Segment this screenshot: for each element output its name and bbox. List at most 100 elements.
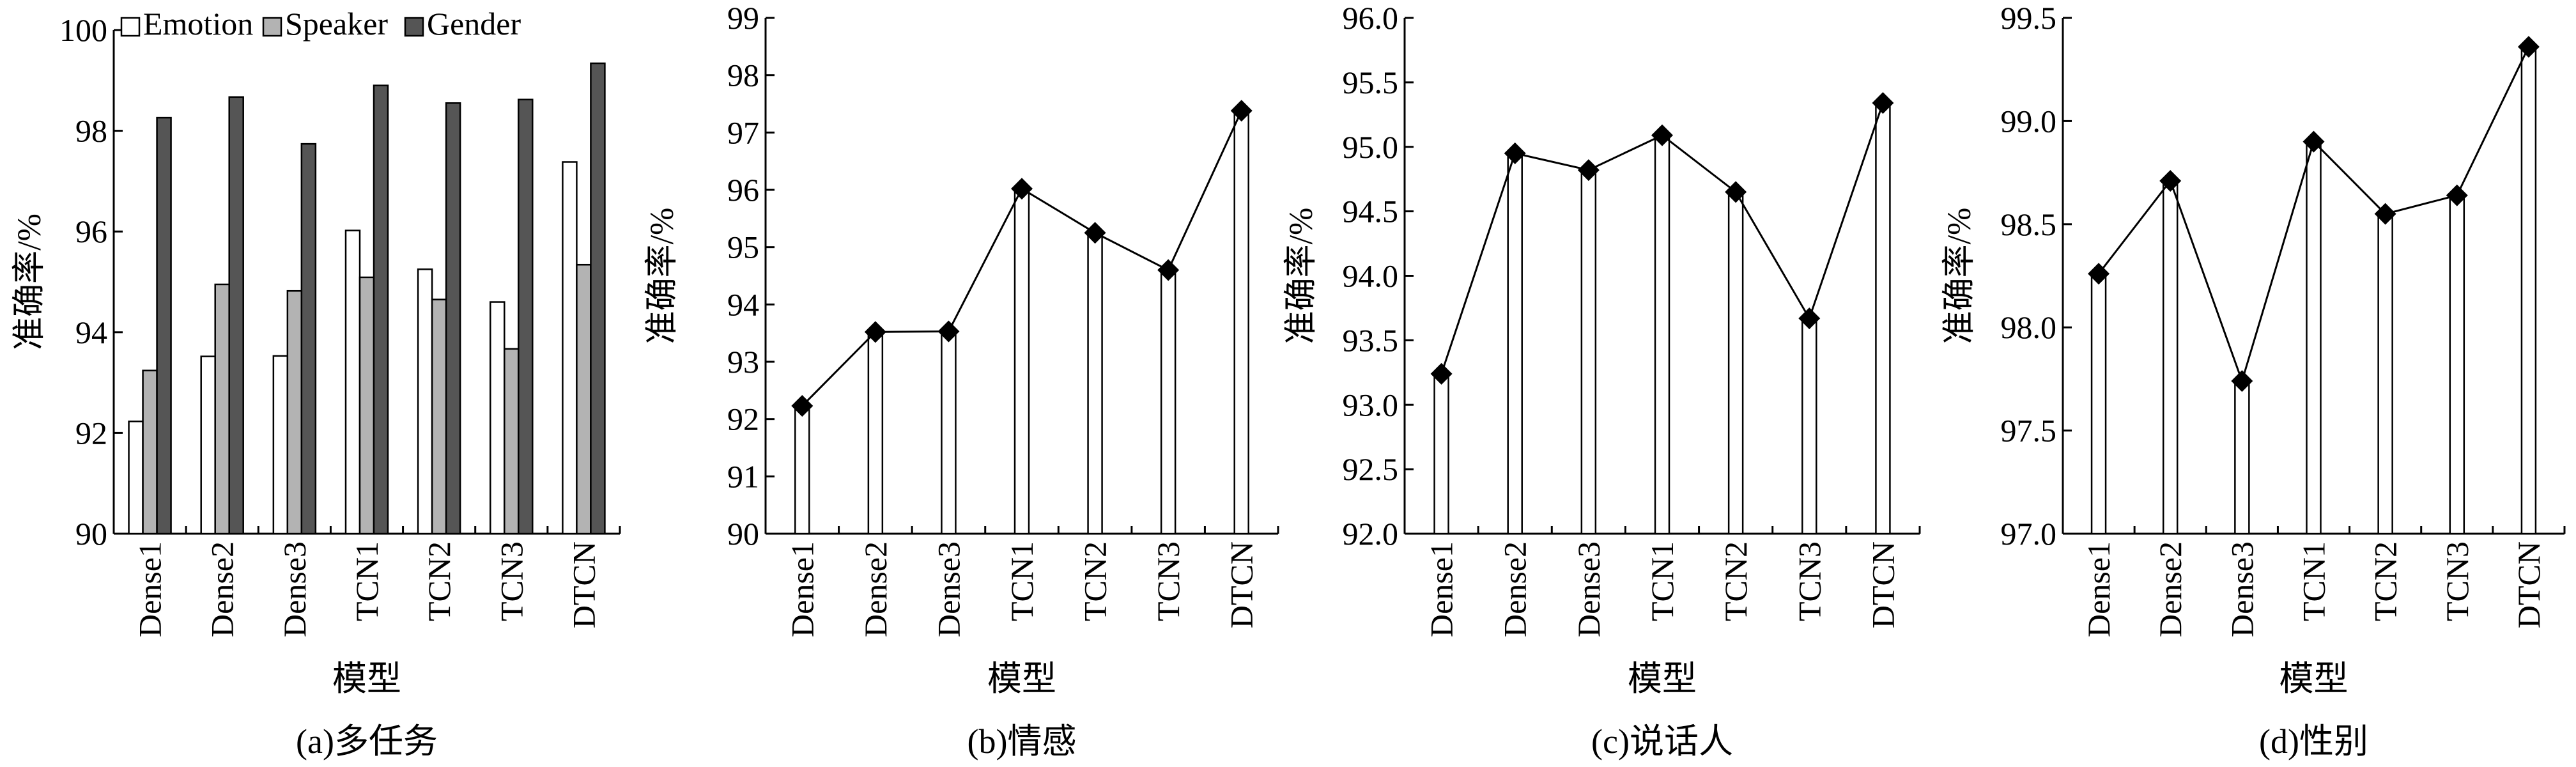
data-point-marker bbox=[1651, 124, 1673, 146]
x-category-label: Dense1 bbox=[2081, 541, 2117, 637]
y-tick-label: 97 bbox=[727, 114, 759, 150]
y-tick-label: 98.0 bbox=[2001, 309, 2057, 345]
data-bar bbox=[2520, 45, 2537, 535]
bar-gender bbox=[590, 62, 606, 535]
y-tick-label: 96.0 bbox=[1343, 0, 1399, 36]
y-tick-label: 93.5 bbox=[1343, 322, 1399, 358]
data-bar bbox=[2162, 180, 2179, 535]
y-tick-label: 99 bbox=[727, 0, 759, 36]
legend-swatch-speaker bbox=[262, 17, 282, 37]
data-bar bbox=[1433, 373, 1449, 535]
data-bar bbox=[941, 330, 957, 535]
panel-caption: (a)多任务 bbox=[296, 722, 438, 761]
bar-speaker bbox=[142, 369, 158, 535]
data-bar bbox=[1507, 152, 1523, 535]
bar-emotion bbox=[128, 421, 144, 535]
y-tick-label: 96 bbox=[727, 172, 759, 208]
y-tick-label: 100 bbox=[59, 12, 107, 48]
y-tick-label: 99.0 bbox=[2001, 103, 2057, 139]
data-bar bbox=[794, 405, 810, 535]
data-bar bbox=[1087, 232, 1103, 535]
x-category-label: Dense1 bbox=[784, 541, 820, 637]
y-axis-label: 准确率/% bbox=[644, 208, 681, 345]
legend-swatch-emotion bbox=[120, 17, 141, 37]
x-category-label: Dense2 bbox=[2152, 541, 2188, 637]
y-tick-label: 95.5 bbox=[1343, 65, 1399, 100]
x-category-label: Dense1 bbox=[1424, 541, 1460, 637]
x-axis-label: 模型 bbox=[2279, 660, 2348, 698]
x-category-label: TCN1 bbox=[1644, 541, 1680, 621]
panel-speaker-line-chart: 92.0 92.5 93.0 93.5 94.0 94.5 95.0 95.5 96.0 Dens… bbox=[1283, 0, 1921, 761]
data-bar bbox=[2234, 380, 2250, 535]
data-point-marker bbox=[1011, 178, 1033, 200]
y-tick-label: 93.0 bbox=[1343, 387, 1399, 422]
data-point-marker bbox=[791, 395, 814, 417]
x-category-label: TCN2 bbox=[1077, 541, 1113, 621]
panel-caption: (d)性别 bbox=[2259, 722, 2368, 761]
x-category-label: Dense3 bbox=[2224, 541, 2260, 637]
data-point-marker bbox=[2517, 36, 2540, 58]
data-bar bbox=[1160, 269, 1176, 535]
x-category-label: Dense3 bbox=[930, 541, 966, 637]
y-tick-label: 92.0 bbox=[1343, 516, 1399, 552]
data-bar bbox=[2377, 213, 2393, 535]
y-tick-label: 98 bbox=[727, 58, 759, 93]
data-point-marker bbox=[2159, 170, 2182, 192]
data-point-marker bbox=[1798, 307, 1821, 330]
x-category-label: TCN2 bbox=[421, 541, 457, 621]
bar-speaker bbox=[214, 283, 230, 535]
panel-multitask-bar-chart: 90 92 94 96 98 100 Dense1 Dense2 Dense3 TCN1 TCN2 T… bbox=[12, 6, 621, 761]
x-category-label: TCN1 bbox=[349, 541, 385, 621]
x-category-label: TCN2 bbox=[2368, 541, 2403, 621]
y-tick-label: 90 bbox=[75, 516, 107, 552]
y-tick-label: 98 bbox=[75, 113, 107, 149]
data-bar bbox=[2449, 194, 2465, 535]
data-point-marker bbox=[937, 320, 960, 343]
x-category-label: Dense3 bbox=[1571, 541, 1607, 637]
x-category-label: Dense2 bbox=[858, 541, 893, 637]
x-category-label: Dense2 bbox=[1497, 541, 1533, 637]
data-bar bbox=[1801, 317, 1817, 535]
y-tick-label: 92 bbox=[75, 415, 107, 451]
data-point-marker bbox=[1872, 92, 1894, 114]
y-axis-label: 准确率/% bbox=[1283, 208, 1320, 345]
data-bar bbox=[1727, 191, 1744, 535]
data-point-marker bbox=[2374, 203, 2396, 225]
data-point-marker bbox=[2302, 130, 2325, 153]
bar-gender bbox=[445, 102, 461, 535]
y-tick-label: 90 bbox=[727, 516, 759, 552]
bar-speaker bbox=[576, 263, 592, 535]
data-bar bbox=[2090, 273, 2107, 535]
x-axis-label: 模型 bbox=[332, 660, 401, 698]
data-point-marker bbox=[864, 321, 886, 343]
data-bar bbox=[1875, 102, 1891, 535]
x-category-label: TCN3 bbox=[1791, 541, 1827, 621]
bar-speaker bbox=[504, 348, 520, 535]
data-point-marker bbox=[1430, 362, 1453, 385]
x-axis-label: 模型 bbox=[1628, 660, 1697, 698]
y-axis-label: 准确率/% bbox=[12, 213, 48, 350]
y-tick-label: 94 bbox=[75, 314, 107, 350]
y-tick-label: 95 bbox=[727, 229, 759, 265]
data-point-marker bbox=[1577, 159, 1600, 182]
data-bar bbox=[867, 331, 884, 535]
x-category-label: TCN3 bbox=[2439, 541, 2475, 621]
bar-emotion bbox=[272, 355, 289, 535]
x-category-label: DTCN bbox=[1224, 541, 1260, 628]
bar-speaker bbox=[431, 298, 447, 535]
panel-emotion-line-chart: 90 91 92 93 94 95 96 97 98 99 Dense1 Dense2 Dense3 TC… bbox=[644, 0, 1279, 761]
y-tick-label: 92.5 bbox=[1343, 451, 1399, 487]
data-bar bbox=[2306, 141, 2322, 535]
y-tick-label: 94 bbox=[727, 286, 759, 322]
x-category-label: DTCN bbox=[2511, 541, 2547, 628]
x-category-label: TCN3 bbox=[1150, 541, 1186, 621]
y-axis-label: 准确率/% bbox=[1941, 208, 1978, 345]
legend-label-gender: Gender bbox=[427, 6, 521, 42]
bar-speaker bbox=[359, 276, 375, 535]
x-category-label: DTCN bbox=[566, 541, 601, 628]
panel-caption: (b)情感 bbox=[968, 722, 1077, 761]
x-category-label: DTCN bbox=[1865, 541, 1901, 628]
data-point-marker bbox=[2088, 263, 2110, 285]
y-tick-label: 96 bbox=[75, 213, 107, 249]
data-bar bbox=[1233, 110, 1249, 535]
